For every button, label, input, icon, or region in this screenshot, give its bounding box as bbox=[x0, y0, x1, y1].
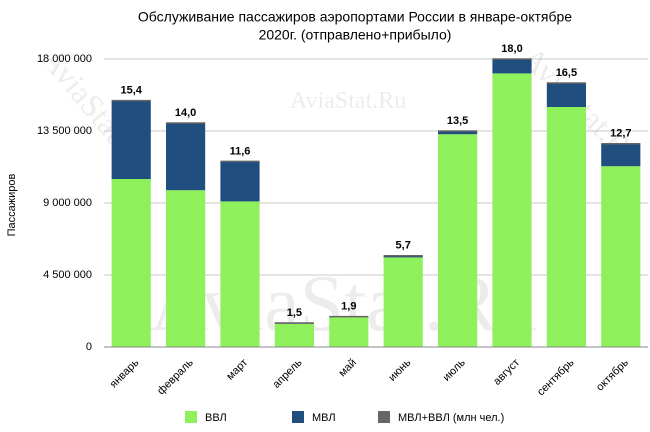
bar-segment bbox=[329, 317, 369, 347]
bar-segment bbox=[111, 100, 151, 179]
value-label: 13,5 bbox=[447, 115, 468, 127]
x-tick-label: июнь bbox=[386, 357, 413, 384]
bar-segment bbox=[546, 107, 586, 347]
x-tick-label: август bbox=[491, 357, 522, 388]
bar-segment bbox=[601, 143, 641, 167]
y-axis-label: Пассажиров bbox=[6, 173, 18, 236]
value-label: 5,7 bbox=[396, 240, 411, 252]
bar-segment bbox=[220, 201, 260, 347]
bar-segment bbox=[492, 59, 532, 74]
y-tick-label: 13 500 000 bbox=[37, 125, 92, 137]
x-tick-label: октябрь bbox=[594, 357, 631, 394]
value-label: 1,9 bbox=[341, 301, 356, 313]
chart-title: Обслуживание пассажиров аэропортами Росс… bbox=[138, 9, 572, 25]
value-label: 11,6 bbox=[230, 145, 251, 157]
x-tick-label: апрель bbox=[271, 357, 305, 391]
y-tick-label: 0 bbox=[86, 341, 92, 353]
legend-label: ВВЛ bbox=[205, 412, 227, 424]
bar-segment bbox=[383, 255, 423, 258]
y-tick-label: 18 000 000 bbox=[37, 53, 92, 65]
bar-segment bbox=[438, 134, 478, 347]
bar-segment bbox=[492, 73, 532, 348]
bar-segment bbox=[220, 161, 260, 202]
legend-swatch bbox=[292, 411, 304, 423]
value-label: 18,0 bbox=[501, 43, 522, 55]
x-tick-label: май bbox=[336, 357, 359, 380]
watermark: AviaStat.Ru bbox=[290, 88, 406, 114]
value-label: 16,5 bbox=[556, 67, 577, 79]
x-tick-label: март bbox=[224, 357, 250, 383]
x-tick-label: февраль bbox=[155, 357, 196, 398]
value-label: 14,0 bbox=[175, 107, 196, 119]
bar-segment bbox=[601, 166, 641, 347]
value-label: 15,4 bbox=[120, 85, 142, 97]
y-tick-label: 4 500 000 bbox=[43, 269, 92, 281]
y-tick-label: 9 000 000 bbox=[43, 197, 92, 209]
legend-label: МВЛ+ВВЛ (млн чел.) bbox=[398, 412, 504, 424]
x-tick-label: июль bbox=[441, 357, 468, 384]
value-label: 12,7 bbox=[610, 128, 631, 140]
bar-segment bbox=[546, 83, 586, 107]
bar-segment bbox=[166, 190, 206, 347]
bar-segment bbox=[111, 179, 151, 347]
x-tick-label: сентябрь bbox=[535, 357, 577, 399]
legend-swatch bbox=[378, 411, 390, 423]
x-tick-label: январь bbox=[108, 357, 142, 391]
bar-segment bbox=[166, 123, 206, 191]
value-label: 1,5 bbox=[287, 307, 302, 319]
bar-segment bbox=[274, 323, 314, 347]
legend-swatch bbox=[185, 411, 197, 423]
chart-title: 2020г. (отправлено+прибыло) bbox=[259, 27, 452, 43]
bar-segment bbox=[383, 257, 423, 347]
bar-segment bbox=[438, 131, 478, 135]
legend-label: МВЛ bbox=[312, 412, 336, 424]
